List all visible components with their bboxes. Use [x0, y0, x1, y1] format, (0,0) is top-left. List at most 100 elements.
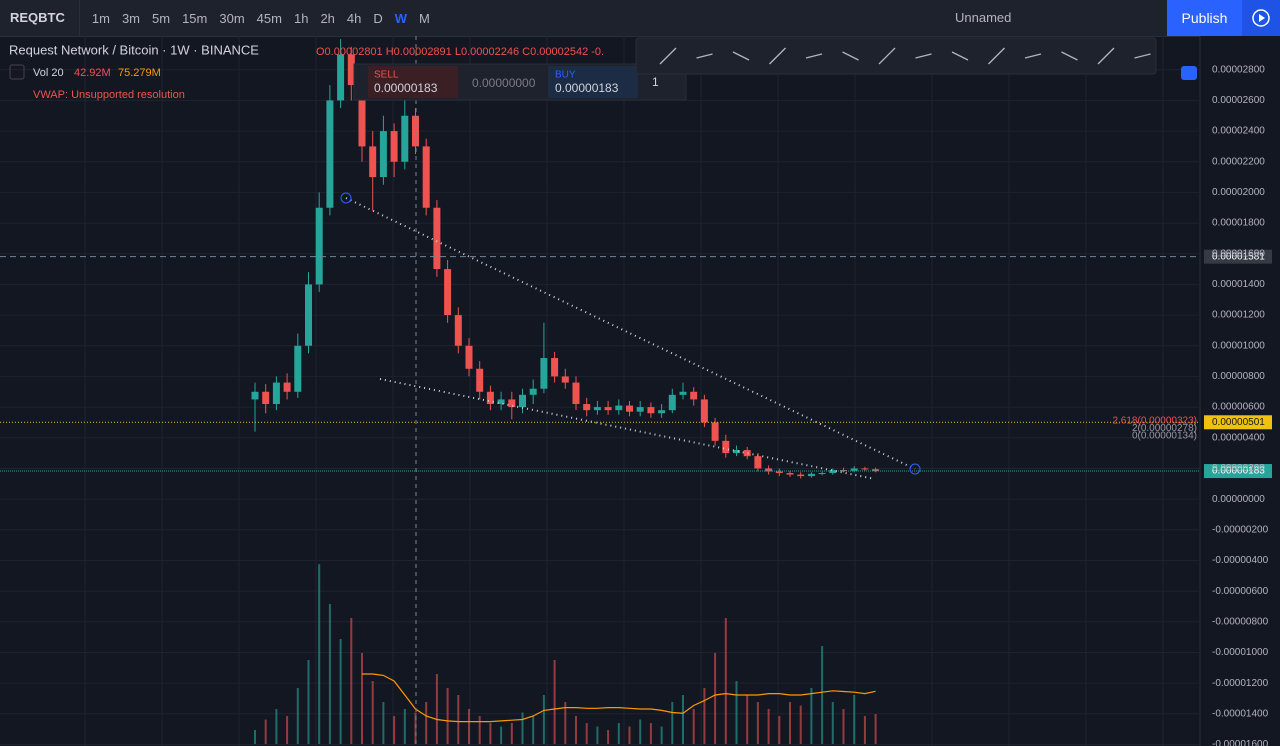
candle-body: [872, 469, 880, 472]
price-label: 0.00000501: [1212, 417, 1265, 428]
volume-bar: [425, 702, 428, 744]
sell-price: 0.00000183: [374, 81, 438, 95]
volume-ma: 75.279M: [118, 67, 161, 79]
interval-button[interactable]: 2h: [320, 10, 335, 26]
volume-bar: [724, 618, 727, 744]
candle-body: [850, 468, 858, 471]
candle-body: [647, 407, 655, 414]
candle-body: [358, 85, 366, 147]
volume-label: Vol 20: [33, 67, 64, 79]
buy-button[interactable]: [548, 66, 638, 98]
volume-bar: [361, 653, 363, 744]
collapse-button[interactable]: [9, 64, 25, 80]
y-tick-label: 0.00001400: [1212, 279, 1265, 290]
y-tick-label: -0.00001200: [1212, 678, 1269, 689]
tool-icon: [696, 53, 713, 59]
volume-bar: [307, 660, 310, 744]
y-tick-label: 0.00001000: [1212, 340, 1265, 351]
candle-body: [551, 358, 559, 377]
candle-body: [797, 474, 805, 477]
y-tick-label: -0.00000600: [1212, 586, 1269, 597]
interval-button[interactable]: 15m: [182, 10, 208, 26]
candle-body: [743, 450, 751, 457]
interval-button[interactable]: 1h: [293, 10, 309, 26]
volume-bar: [692, 709, 695, 744]
candle-body: [733, 450, 740, 454]
volume-bar: [286, 716, 289, 744]
candle-body: [658, 410, 666, 414]
candle-body: [272, 382, 280, 405]
interval-button[interactable]: M: [419, 10, 430, 26]
volume-bar: [328, 604, 331, 744]
volume-bar: [778, 716, 781, 744]
volume-bar: [254, 730, 256, 744]
volume-bar: [671, 702, 674, 744]
layout-name[interactable]: Unnamed: [955, 10, 1012, 25]
symbol[interactable]: REQBTC: [0, 0, 80, 36]
interval-button[interactable]: 30m: [219, 10, 245, 26]
candle-body: [604, 407, 612, 411]
volume-bar: [382, 702, 385, 744]
volume-bar: [414, 712, 417, 744]
candle-body: [476, 368, 484, 392]
interval-button[interactable]: 4h: [346, 10, 362, 26]
volume-bar: [435, 674, 438, 744]
volume-bar: [874, 713, 877, 744]
y-tick-label: 0.00001600: [1212, 248, 1265, 259]
volume-bar: [660, 726, 663, 744]
candle-body: [412, 115, 419, 147]
interval-button[interactable]: W: [394, 10, 408, 26]
y-tick-label: -0.00001600: [1212, 739, 1269, 746]
interval-button[interactable]: 5m: [152, 10, 171, 26]
play-button[interactable]: [1242, 0, 1280, 36]
tool-icon: [805, 53, 823, 59]
candle-body: [433, 207, 441, 270]
y-tick-label: 0.00000800: [1212, 371, 1265, 382]
candle-body: [765, 468, 773, 472]
candle-body: [337, 54, 345, 101]
interval-button[interactable]: 45m: [256, 10, 282, 26]
volume-bar: [746, 695, 749, 744]
trade-widget: SELL 0.00000183 0.00000000 BUY 0.0000018…: [353, 63, 687, 101]
candle-body: [583, 404, 591, 411]
candle-body: [818, 473, 826, 475]
vwap-note: VWAP: Unsupported resolution: [33, 89, 185, 101]
price-label-bg: [1204, 249, 1272, 264]
candle-body: [508, 399, 516, 408]
trendline-lower[interactable]: [379, 378, 876, 480]
candle-body: [540, 358, 548, 389]
trendline-handle[interactable]: [340, 192, 352, 204]
sell-button[interactable]: [368, 66, 458, 98]
candle-body: [807, 473, 815, 477]
y-tick-label: 0.00002800: [1212, 64, 1265, 75]
volume-bar: [596, 726, 599, 744]
candle-body: [401, 115, 409, 162]
volume-bar: [842, 709, 845, 744]
volume-bar: [767, 709, 770, 744]
volume-bar: [468, 709, 470, 744]
y-tick-label: 0.00002000: [1212, 187, 1265, 198]
volume-bar: [521, 712, 524, 744]
publish-button[interactable]: Publish: [1167, 0, 1242, 36]
volume-bar: [318, 564, 321, 744]
interval-button[interactable]: D: [373, 10, 383, 26]
candle-body: [668, 394, 676, 411]
tool-icon: [1134, 53, 1151, 59]
candle-body: [454, 315, 462, 346]
candle-body: [626, 405, 633, 412]
interval-button[interactable]: 1m: [91, 10, 110, 26]
trendline-handle[interactable]: [909, 463, 921, 475]
y-tick-label: 0.00000600: [1212, 402, 1265, 413]
interval-button[interactable]: 3m: [121, 10, 141, 26]
spread: 0.00000000: [472, 76, 536, 90]
tool-icon: [769, 47, 786, 65]
drawing-toolbar: [635, 37, 1157, 75]
volume-bar: [264, 719, 267, 744]
sync-icon[interactable]: [1181, 66, 1197, 80]
volume-bar: [799, 705, 802, 744]
candle-body: [615, 405, 623, 411]
quantity[interactable]: 1: [652, 75, 659, 89]
trendline-upper[interactable]: [345, 197, 916, 470]
y-tick-label: 0.00002600: [1212, 95, 1265, 106]
